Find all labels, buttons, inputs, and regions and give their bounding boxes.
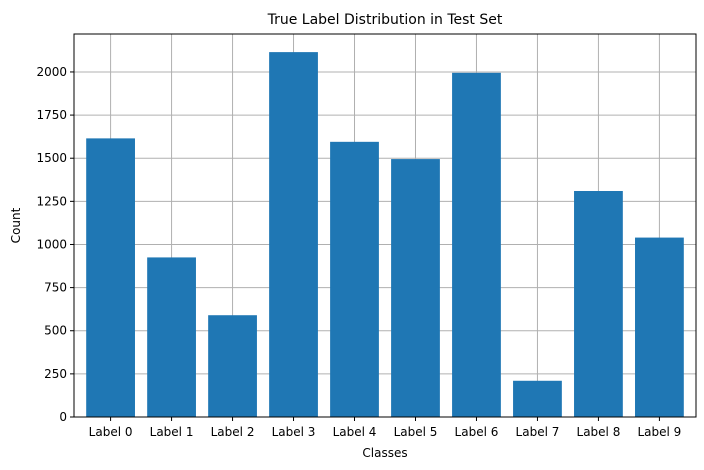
bar	[574, 190, 623, 417]
bar	[391, 159, 440, 417]
x-tick-label: Label 2	[211, 425, 255, 439]
x-tick-label: Label 4	[333, 425, 377, 439]
bar	[635, 237, 684, 417]
bar	[269, 52, 318, 417]
x-tick-label: Label 6	[455, 425, 499, 439]
plot-frame	[73, 33, 697, 418]
axis-ticks: 0 250 500 750 1000 1250 1500 1750 2000 Label 0 Lab…	[36, 65, 681, 439]
x-tick-label: Label 7	[516, 425, 560, 439]
bar	[86, 138, 135, 417]
bar	[147, 257, 196, 417]
x-tick-label: Label 9	[637, 425, 681, 439]
bar	[513, 380, 562, 417]
y-tick-label: 1750	[36, 108, 67, 122]
y-tick-label: 750	[44, 281, 67, 295]
y-tick-label: 0	[59, 410, 67, 424]
y-tick-label: 1000	[36, 237, 67, 251]
y-tick-label: 2000	[36, 65, 67, 79]
x-tick-label: Label 0	[89, 425, 133, 439]
bar	[330, 141, 379, 417]
x-axis-label: Classes	[362, 446, 407, 460]
y-tick-label: 500	[44, 324, 67, 338]
x-tick-label: Label 1	[150, 425, 194, 439]
y-tick-label: 1500	[36, 151, 67, 165]
x-tick-label: Label 5	[394, 425, 438, 439]
chart-title: True Label Distribution in Test Set	[267, 12, 503, 28]
x-tick-label: Label 8	[577, 425, 621, 439]
y-tick-label: 250	[44, 367, 67, 381]
bar	[208, 315, 257, 417]
bars	[86, 52, 684, 417]
bar	[452, 72, 501, 417]
y-tick-label: 1250	[36, 194, 67, 208]
y-axis-label: Count	[9, 207, 23, 243]
x-tick-label: Label 3	[272, 425, 316, 439]
